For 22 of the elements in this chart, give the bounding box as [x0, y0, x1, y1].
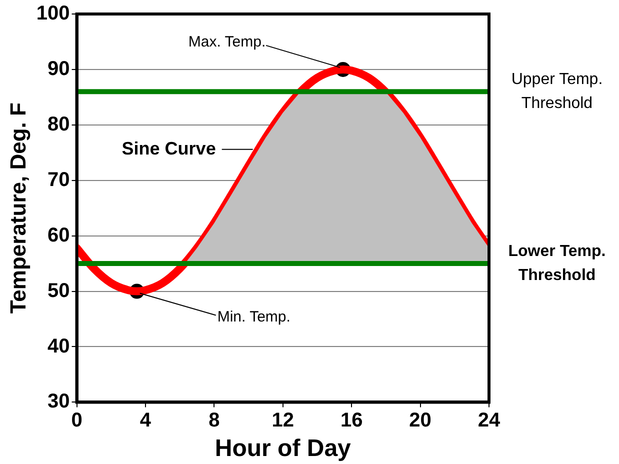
y-tick-label: 100 [36, 2, 70, 25]
y-tick-label: 80 [48, 113, 70, 136]
x-axis-title: Hour of Day [214, 435, 352, 462]
ref-line-label: Upper Temp. Threshold [511, 71, 603, 112]
y-tick-label: 50 [48, 280, 70, 302]
x-tick-label: 8 [208, 410, 220, 432]
annotation: Max. Temp. [188, 34, 266, 51]
x-tick-label: 12 [272, 410, 294, 432]
x-tick-label: 24 [478, 410, 501, 432]
x-tick-label: 0 [71, 410, 82, 432]
x-tick-label: 16 [340, 410, 363, 432]
annotation: Min. Temp. [217, 308, 290, 326]
x-tick-label: 20 [409, 410, 432, 432]
y-tick-label: 90 [48, 58, 70, 80]
y-tick-label: 40 [48, 335, 70, 358]
y-tick-label: 30 [48, 390, 70, 413]
y-tick-label: 60 [48, 224, 70, 246]
y-tick-label: 70 [48, 168, 70, 191]
y-axis-title: Temperature, Deg. F [5, 102, 30, 314]
annotation: Sine Curve [122, 138, 216, 158]
ref-line-label: Lower Temp. Threshold [508, 242, 606, 284]
x-tick-label: 4 [140, 410, 152, 432]
